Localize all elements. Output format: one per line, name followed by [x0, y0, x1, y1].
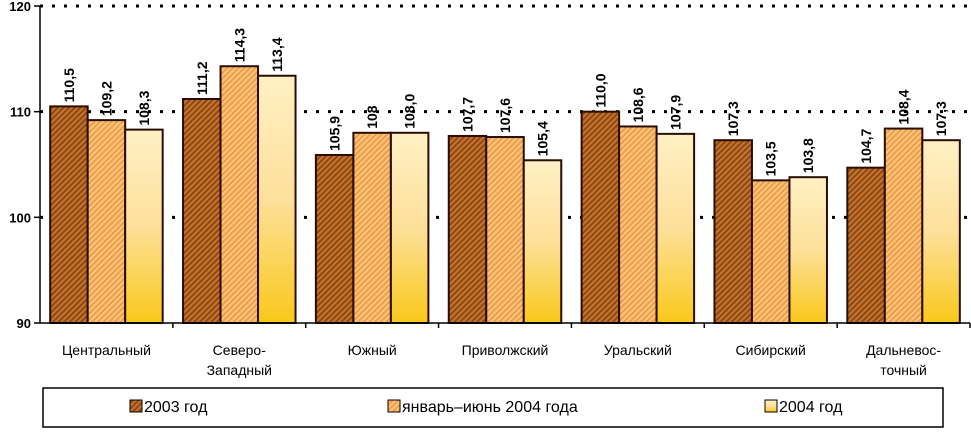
- x-tick-label: Центральный: [62, 342, 151, 358]
- data-label: 108,0: [402, 94, 418, 129]
- bar: [580, 110, 621, 324]
- bar: [124, 128, 164, 324]
- bar: [314, 153, 355, 324]
- data-label: 110,5: [61, 68, 77, 102]
- data-label: 110,0: [592, 73, 608, 107]
- data-label: 113,4: [269, 37, 285, 71]
- x-tick-label: Дальневос-: [866, 342, 941, 358]
- bar: [655, 132, 696, 324]
- legend-label: 2004 год: [779, 399, 843, 416]
- data-label: 105,4: [535, 121, 551, 156]
- data-label: 107,3: [933, 101, 949, 136]
- data-label: 107,6: [497, 98, 513, 133]
- bar: [49, 105, 89, 324]
- bar: [257, 74, 297, 324]
- x-tick-label: Приволжский: [462, 342, 549, 358]
- bar: [182, 97, 222, 324]
- x-tick-label: Северо-: [213, 342, 267, 358]
- x-tick-label: Южный: [348, 342, 397, 358]
- legend-swatch: [129, 399, 143, 413]
- bar: [618, 125, 658, 324]
- legend-box: [42, 387, 944, 428]
- y-tick-label: 90: [17, 316, 31, 331]
- x-tick-label: Сибирский: [736, 342, 806, 358]
- bar: [389, 131, 430, 324]
- data-label: 108: [364, 105, 380, 129]
- x-tick-label: точный: [880, 362, 927, 378]
- bar: [883, 127, 924, 324]
- bar: [713, 139, 753, 324]
- bar: [522, 159, 563, 324]
- data-label: 103,8: [800, 138, 816, 173]
- y-tick-label: 110: [10, 105, 31, 120]
- bar: [750, 179, 791, 324]
- legend-swatch: [764, 399, 778, 413]
- bar: [788, 176, 828, 324]
- data-label: 107,3: [725, 101, 741, 136]
- bar: [447, 134, 488, 324]
- y-tick-label: 120: [9, 0, 31, 14]
- data-label: 108,4: [896, 89, 912, 124]
- bar: [352, 131, 392, 324]
- legend-label: январь–июнь 2004 года: [402, 399, 578, 416]
- bar: [86, 119, 127, 325]
- data-label: 107,9: [667, 95, 683, 130]
- legend-swatch: [387, 399, 401, 413]
- data-label: 109,2: [98, 81, 114, 116]
- data-label: 114,3: [231, 28, 247, 62]
- data-label: 103,5: [763, 141, 779, 176]
- data-label: 108,3: [136, 90, 152, 125]
- legend-label: 2003 год: [144, 399, 208, 416]
- bar: [846, 166, 886, 324]
- data-label: 105,9: [327, 116, 343, 151]
- data-label: 111,2: [194, 61, 210, 95]
- data-label: 107,7: [460, 97, 476, 132]
- bar: [219, 65, 260, 324]
- x-tick-label: Западный: [207, 362, 272, 378]
- bar: [485, 136, 525, 324]
- data-label: 104,7: [858, 128, 874, 163]
- data-label: 108,6: [630, 87, 646, 122]
- x-tick-label: Уральский: [604, 342, 672, 358]
- y-tick-label: 100: [9, 210, 31, 225]
- bar: [921, 139, 961, 324]
